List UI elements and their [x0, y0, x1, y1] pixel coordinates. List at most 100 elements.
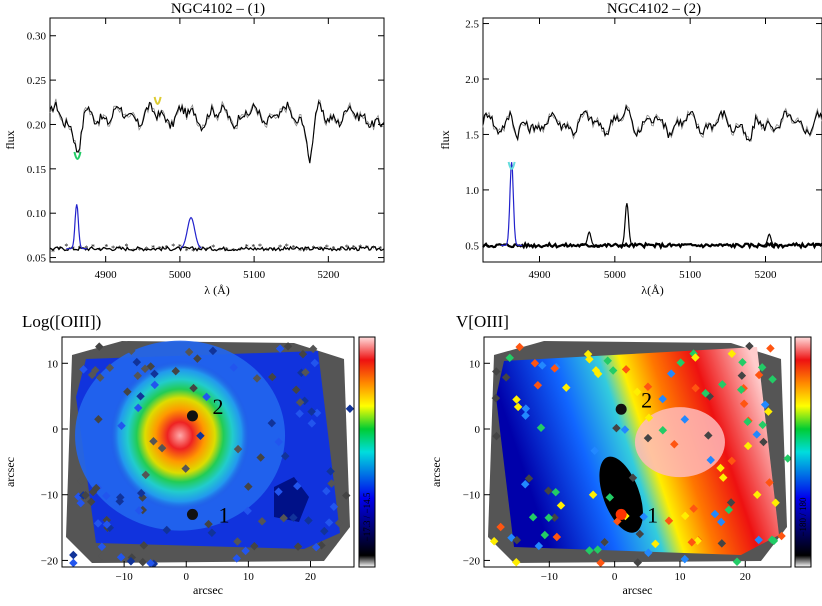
map-pixel: [628, 473, 638, 483]
map-pixel: [691, 383, 700, 393]
colorbar-range-label: −17.3 / −14.5: [362, 492, 372, 541]
map-pixel: [520, 480, 530, 489]
map-pixel: [680, 511, 690, 521]
map-pixel: [693, 536, 702, 545]
map-pixel: [515, 342, 524, 352]
map-pixel: [635, 529, 645, 539]
fit-highlight: [153, 96, 162, 105]
map-pixel: [704, 431, 713, 440]
spectrum-line: [49, 100, 385, 164]
oiii-core-emission: [110, 360, 251, 511]
map-pixel: [745, 341, 754, 351]
x-tick-label: 5200: [317, 269, 340, 281]
map-pixel: [208, 346, 218, 356]
residual-marker: *: [178, 243, 182, 252]
x-tick-label: 0: [612, 571, 618, 583]
residual-marker: *: [171, 242, 175, 251]
colorbar: [794, 336, 812, 568]
y-tick-label: 10: [469, 358, 481, 370]
residual-marker: *: [64, 242, 68, 251]
oiii-faint-patch: [274, 477, 309, 522]
x-tick-label: 10: [674, 571, 686, 583]
map-pixel: [496, 522, 505, 532]
map-pixel: [754, 535, 763, 545]
residual-marker: *: [138, 246, 142, 255]
map-pixel: [189, 383, 198, 393]
map-pixel: [759, 437, 768, 447]
map-pixel: [127, 346, 136, 355]
map-pixel: [727, 349, 737, 359]
x-tick-label: 5000: [604, 269, 627, 281]
aperture-point-1: [615, 508, 627, 520]
residual-marker: *: [231, 246, 235, 255]
residual-marker: *: [345, 243, 349, 252]
map-pixel: [680, 415, 690, 424]
map-pixel: [102, 491, 111, 501]
map-pixel: [505, 353, 515, 363]
map-pixel: [556, 501, 566, 510]
map-pixel: [666, 369, 676, 378]
map-pixel: [718, 473, 728, 482]
map-pixel: [196, 431, 205, 441]
residual-marker: *: [131, 247, 135, 256]
residual-marker: *: [144, 245, 148, 254]
y-tick-label: −10: [41, 490, 59, 502]
y-tick-label: −20: [463, 555, 481, 567]
map-pixel: [701, 388, 710, 398]
model-fit-line: [49, 98, 385, 161]
emission-line: [578, 230, 600, 246]
map-pixel: [184, 347, 194, 357]
map-pixel: [521, 404, 531, 413]
map-pixel: [181, 464, 190, 473]
x-tick-label: 20: [740, 571, 752, 583]
residual-marker: *: [111, 244, 115, 253]
map-pixel: [608, 366, 618, 375]
map-pixel: [521, 411, 530, 420]
map-pixel: [307, 419, 317, 428]
x-tick-label: 20: [305, 571, 317, 583]
map-pixel: [716, 517, 726, 527]
map-pixel: [512, 395, 521, 404]
aperture-label-1: 1: [647, 502, 658, 527]
residual-marker: *: [285, 242, 289, 251]
residual-marker: *: [372, 244, 376, 253]
map-pixel: [229, 363, 238, 372]
map-pixel: [308, 344, 318, 354]
emission-line: [616, 203, 638, 246]
map-pixel: [754, 370, 764, 380]
map-pixel: [310, 358, 320, 368]
map-frame: [483, 336, 792, 568]
map-pixel: [257, 517, 267, 526]
map-pixel: [757, 363, 767, 372]
map-pixel: [544, 513, 553, 522]
map-pixel: [760, 400, 770, 409]
y-tick-label: 10: [47, 358, 59, 370]
map-pixel: [771, 498, 780, 508]
residual-marker: *: [352, 244, 356, 253]
x-tick-label: 0: [184, 571, 190, 583]
map-pixel: [202, 392, 211, 402]
residual-line: [482, 240, 822, 250]
map-pixel: [327, 479, 336, 488]
map-pixel: [312, 408, 322, 418]
map-pixel: [489, 536, 499, 546]
residual-marker: *: [218, 246, 222, 255]
map-pixel: [670, 440, 679, 449]
map-pixel: [738, 357, 747, 367]
map-pixel: [676, 358, 685, 367]
x-tick-label: 5200: [755, 269, 778, 281]
map-pixel: [280, 451, 290, 461]
map-pixel: [534, 541, 544, 551]
map-pixel: [274, 437, 284, 447]
x-axis-label: arcsec: [193, 583, 223, 597]
residual-marker: *: [338, 246, 342, 255]
map-pixel: [95, 342, 104, 351]
map-pixel: [603, 356, 612, 365]
map-pixel: [512, 535, 522, 545]
aperture-point-2: [186, 410, 198, 422]
residual-marker: *: [318, 245, 322, 254]
residual-marker: *: [325, 243, 329, 252]
x-tick-label: −10: [541, 571, 559, 583]
map-pixel: [769, 536, 779, 546]
map-pixel: [633, 558, 642, 567]
